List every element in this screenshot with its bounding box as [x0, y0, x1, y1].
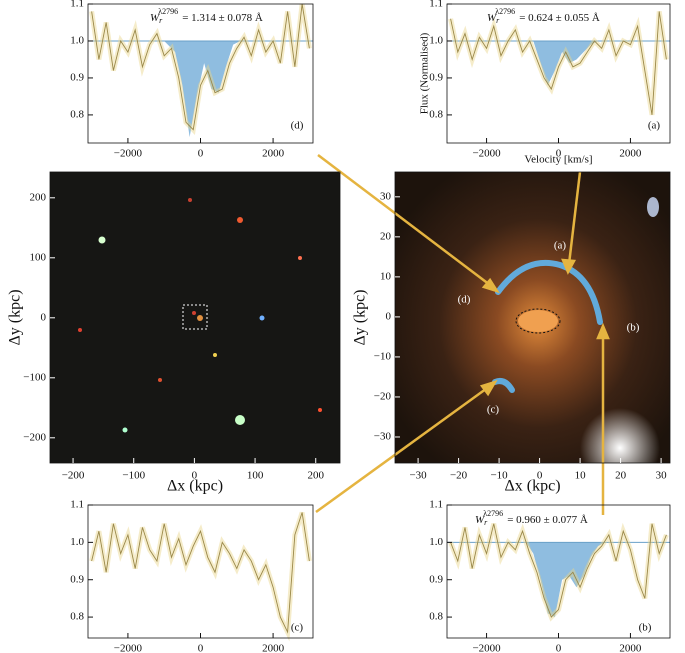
x-tick-label: 2000	[619, 148, 642, 160]
panel-label: (d)	[291, 120, 304, 132]
arc-label: (d)	[458, 294, 471, 306]
x-tick-label: 0	[556, 643, 562, 653]
y-tick-label: 0.9	[429, 573, 443, 585]
x-tick-label: −2000	[114, 643, 143, 653]
x-tick-label: 2000	[619, 643, 642, 653]
y-tick-label: 30	[380, 190, 392, 202]
x-tick-label: 2000	[262, 643, 285, 653]
arc-label: (a)	[554, 240, 567, 252]
ew-value: = 1.314 ± 0.078 Å	[182, 12, 263, 24]
lens-image	[395, 172, 670, 488]
x-tick-label: −100	[122, 470, 145, 482]
x-tick-label: −10	[490, 470, 508, 482]
x-axis-label: Δx (kpc)	[504, 478, 560, 495]
y-tick-label: 0.8	[429, 611, 443, 623]
y-tick-label: 1.0	[429, 34, 443, 46]
x-tick-label: −2000	[472, 148, 501, 160]
y-tick-label: 100	[30, 251, 47, 263]
panel-label: (a)	[648, 120, 661, 132]
arc-label: (c)	[487, 404, 500, 416]
flux-spectrum	[91, 512, 310, 634]
y-tick-label: 10	[380, 270, 392, 282]
ew-subscript: r	[159, 16, 163, 25]
connector-arrows	[315, 154, 610, 515]
absorption-model	[164, 40, 241, 138]
flux-spectrum	[450, 523, 667, 618]
y-tick-label: 1.0	[70, 536, 84, 548]
y-tick-label: 1.0	[429, 536, 443, 548]
equivalent-width: Wrλ2796 = 1.314 ± 0.078 Å	[150, 7, 263, 25]
y-tick-label: 0	[386, 310, 392, 322]
ew-symbol: W	[475, 514, 485, 526]
x-tick-label: −30	[409, 470, 427, 482]
x-tick-label: 10	[575, 470, 587, 482]
axes-frame	[394, 171, 671, 464]
y-tick-label: −100	[23, 371, 46, 383]
ew-superscript: λ2796	[158, 7, 178, 16]
ew-symbol: W	[150, 12, 160, 24]
y-tick-label: 0.9	[70, 573, 84, 585]
y-tick-label: 200	[30, 191, 47, 203]
x-axis-label: Δx (kpc)	[167, 478, 223, 495]
absorption-model	[526, 542, 606, 618]
flux-band	[448, 522, 669, 622]
y-axis-label: Δy (kpc)	[352, 289, 369, 345]
y-tick-label: 1.1	[429, 499, 443, 511]
x-tick-label: 0	[198, 148, 204, 160]
x-tick-label: −2000	[472, 643, 501, 653]
ew-superscript: λ2796	[483, 509, 503, 518]
x-tick-label: 0	[192, 470, 198, 482]
y-axis-label: Δy (kpc)	[7, 289, 24, 345]
x-tick-label: 100	[247, 470, 264, 482]
panel-label: (c)	[291, 622, 304, 634]
arc-label: (b)	[627, 322, 640, 334]
y-tick-label: 0.9	[70, 71, 84, 83]
ew-value: = 0.960 ± 0.077 Å	[507, 514, 588, 526]
x-tick-label: 20	[615, 470, 627, 482]
y-tick-label: 1.1	[429, 0, 443, 10]
y-tick-label: 1.0	[70, 34, 84, 46]
x-axis-label: Velocity [km/s]	[524, 154, 592, 166]
y-tick-label: 20	[380, 230, 392, 242]
x-tick-label: −200	[62, 470, 85, 482]
equivalent-width: Wrλ2796 = 0.624 ± 0.055 Å	[487, 7, 600, 25]
panel-label: (b)	[639, 622, 652, 634]
y-tick-label: −10	[374, 350, 392, 362]
y-tick-label: 0.8	[429, 108, 443, 120]
y-tick-label: 0.8	[70, 611, 84, 623]
absorption-model	[533, 40, 599, 86]
y-tick-label: −30	[374, 431, 392, 443]
x-tick-label: 0	[198, 643, 204, 653]
flux-band	[89, 3, 312, 135]
x-tick-label: 0	[537, 470, 543, 482]
y-tick-label: −20	[374, 390, 392, 402]
y-tick-label: 0.9	[429, 71, 443, 83]
flux-spectrum	[91, 3, 310, 131]
ew-superscript: λ2796	[495, 7, 515, 16]
ew-value: = 0.624 ± 0.055 Å	[519, 12, 600, 24]
ew-subscript: r	[484, 518, 488, 527]
x-tick-label: 200	[307, 470, 324, 482]
x-tick-label: 30	[656, 470, 668, 482]
x-tick-label: −2000	[114, 148, 143, 160]
wide-field-image	[50, 172, 340, 463]
ew-subscript: r	[496, 16, 500, 25]
equivalent-width: Wrλ2796 = 0.960 ± 0.077 Å	[475, 509, 588, 527]
y-tick-label: −200	[23, 431, 46, 443]
ew-symbol: W	[487, 12, 497, 24]
x-tick-label: 2000	[262, 148, 285, 160]
y-tick-label: 0	[41, 311, 47, 323]
flux-band	[89, 511, 312, 642]
y-axis-label: Flux (Normalised)	[419, 32, 431, 114]
x-tick-label: 0	[556, 148, 562, 160]
y-tick-label: 1.1	[70, 499, 84, 511]
flux-band	[448, 11, 669, 116]
y-tick-label: 1.1	[70, 0, 84, 10]
flux-spectrum	[450, 11, 667, 115]
y-tick-label: 0.8	[70, 108, 84, 120]
x-tick-label: −20	[450, 470, 468, 482]
